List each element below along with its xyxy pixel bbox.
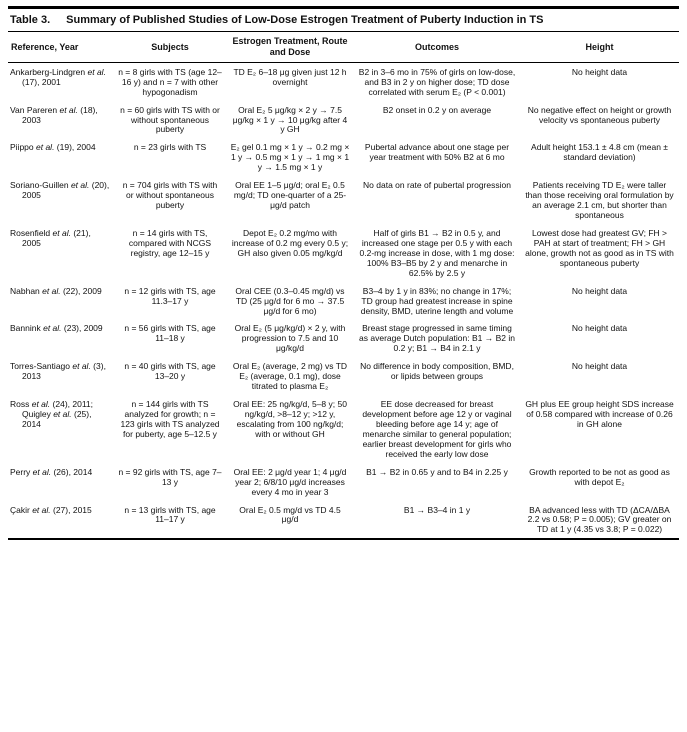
table-cell: No height data <box>571 323 628 334</box>
table-cell: B1 → B2 in 0.65 y and to B4 in 2.25 y <box>366 466 508 477</box>
table-body: Ankarberg-Lindgren et al. (17), 2001 n = … <box>8 62 679 538</box>
table-row: Rosenfield et al. (21), 2005 n = 14 girls… <box>8 224 679 282</box>
table-row: Çakir et al. (27), 2015 n = 13 girls with… <box>8 501 679 539</box>
table-row: Bannink et al. (23), 2009 n = 56 girls wi… <box>8 319 679 357</box>
table-cell: No height data <box>571 361 628 372</box>
table-cell: B2 in 3–6 mo in 75% of girls on low-dose… <box>358 66 516 97</box>
table-cell: Oral EE: 2 μg/d year 1; 4 μg/d year 2; 6… <box>233 466 347 497</box>
table-cell: Ross et al. (24), 2011; Quigley et al. (… <box>10 399 94 429</box>
table-row: Ankarberg-Lindgren et al. (17), 2001 n = … <box>8 62 679 100</box>
table-cell: B3–4 by 1 y in 83%; no change in 17%; TD… <box>360 285 514 316</box>
table-header: Reference, Year Subjects Estrogen Treatm… <box>8 31 679 63</box>
table-cell: n = 144 girls with TS analyzed for growt… <box>120 399 220 439</box>
table-row: Ross et al. (24), 2011; Quigley et al. (… <box>8 395 679 463</box>
table-cell: n = 12 girls with TS, age 11.3–17 y <box>124 285 216 306</box>
table-cell: Soriano-Guillen et al. (20), 2005 <box>10 180 110 201</box>
table-cell: Bannink et al. (23), 2009 <box>10 323 103 334</box>
table-cell: Oral EE: 25 ng/kg/d, 5–8 y; 50 ng/kg/d, … <box>233 399 347 439</box>
table-cell: No difference in body composition, BMD, … <box>360 361 514 382</box>
table-cell: Half of girls B1 → B2 in 0.5 y, and incr… <box>359 227 515 278</box>
column-header-subjects: Subjects <box>114 31 226 63</box>
table-cell: Adult height 153.1 ± 4.8 cm (mean ± stan… <box>531 142 668 163</box>
table-cell: Patients receiving TD E₂ were taller tha… <box>525 180 674 221</box>
summary-table: Reference, Year Subjects Estrogen Treatm… <box>8 31 679 538</box>
table-cell: B2 onset in 0.2 y on average <box>382 104 492 115</box>
table-cell: No negative effect on height or growth v… <box>527 104 672 125</box>
table-cell: Lowest dose had greatest GV; FH > PAH at… <box>525 227 674 268</box>
table-cell: Torres-Santiago et al. (3), 2013 <box>10 361 106 382</box>
table-cell: No height data <box>571 66 628 77</box>
table-cell: Oral E₂ (average, 2 mg) vs TD E₂ (averag… <box>232 361 348 392</box>
table-cell: Pubertal advance about one stage per yea… <box>364 142 510 163</box>
table-title: Table 3. Summary of Published Studies of … <box>8 6 679 31</box>
table-number-label: Table 3. <box>10 14 51 26</box>
table-cell: GH plus EE group height SDS increase of … <box>525 399 674 429</box>
table-cell: B1 → B3–4 in 1 y <box>403 504 471 515</box>
table-cell: Depot E₂ 0.2 mg/mo with increase of 0.2 … <box>231 227 349 258</box>
table-cell: Oral CEE (0.3–0.45 mg/d) vs TD (25 μg/d … <box>235 285 345 316</box>
table-cell: n = 60 girls with TS with or without spo… <box>120 104 220 135</box>
table-cell: Piippo et al. (19), 2004 <box>10 142 96 153</box>
table-row: Van Pareren et al. (18), 2003 n = 60 girl… <box>8 101 679 139</box>
table-cell: Oral E₂ 0.5 mg/d vs TD 4.5 μg/d <box>239 504 341 525</box>
table-cell: Ankarberg-Lindgren et al. (17), 2001 <box>10 66 106 87</box>
column-header-reference-year: Reference, Year <box>8 31 114 63</box>
table-cell: No data on rate of pubertal progression <box>363 180 511 191</box>
table-cell: n = 704 girls with TS with or without sp… <box>122 180 218 211</box>
table-cell: n = 13 girls with TS, age 11–17 y <box>124 504 216 525</box>
table-cell: Çakir et al. (27), 2015 <box>10 504 92 515</box>
table-row: Nabhan et al. (22), 2009 n = 12 girls wit… <box>8 282 679 320</box>
table-cell: n = 8 girls with TS (age 12–16 y) and n … <box>118 66 222 97</box>
column-header-outcomes: Outcomes <box>354 31 520 63</box>
paper-page: Table 3. Summary of Published Studies of … <box>8 6 679 541</box>
table-row: Perry et al. (26), 2014 n = 92 girls with… <box>8 463 679 501</box>
table-cell: Rosenfield et al. (21), 2005 <box>10 227 91 248</box>
table-cell: Van Pareren et al. (18), 2003 <box>10 104 98 125</box>
table-cell: E₂ gel 0.1 mg × 1 y → 0.2 mg × 1 y → 0.5… <box>230 142 350 173</box>
table-row: Torres-Santiago et al. (3), 2013 n = 40 g… <box>8 357 679 395</box>
table-cell: No height data <box>571 285 628 296</box>
table-row: Piippo et al. (19), 2004 n = 23 girls wit… <box>8 138 679 176</box>
header-row: Reference, Year Subjects Estrogen Treatm… <box>8 31 679 63</box>
table-cell: Oral E₂ 5 μg/kg × 2 y → 7.5 μg/kg × 1 y … <box>232 104 348 135</box>
table-cell: n = 14 girls with TS, compared with NCGS… <box>128 227 212 258</box>
column-header-height: Height <box>520 31 679 63</box>
table-cell: BA advanced less with TD (ΔCA/ΔBA 2.2 vs… <box>527 504 672 535</box>
table-cell: n = 23 girls with TS <box>133 142 207 153</box>
table-cell: Oral E₂ (5 μg/kg/d) × 2 y, with progress… <box>234 323 346 354</box>
table-cell: Nabhan et al. (22), 2009 <box>10 285 102 296</box>
table-cell: n = 56 girls with TS, age 11–18 y <box>124 323 216 344</box>
column-header-estrogen-treatment: Estrogen Treatment, Route and Dose <box>226 31 354 63</box>
table-cell: n = 40 girls with TS, age 13–20 y <box>124 361 216 382</box>
table-cell: Growth reported to be not as good as wit… <box>529 466 670 487</box>
table3: Table 3. Summary of Published Studies of … <box>8 6 679 541</box>
table-title-text: Summary of Published Studies of Low-Dose… <box>66 14 544 26</box>
table-cell: Breast stage progressed in same timing a… <box>359 323 515 354</box>
table-cell: Perry et al. (26), 2014 <box>10 466 93 477</box>
table-row: Soriano-Guillen et al. (20), 2005 n = 704… <box>8 176 679 224</box>
table-cell: TD E₂ 6–18 μg given just 12 h overnight <box>233 66 347 87</box>
table-cell: EE dose decreased for breast development… <box>362 399 512 459</box>
table-cell: n = 92 girls with TS, age 7–13 y <box>118 466 222 487</box>
table-cell: Oral EE 1–5 μg/d; oral E₂ 0.5 mg/d; TD o… <box>233 180 347 211</box>
